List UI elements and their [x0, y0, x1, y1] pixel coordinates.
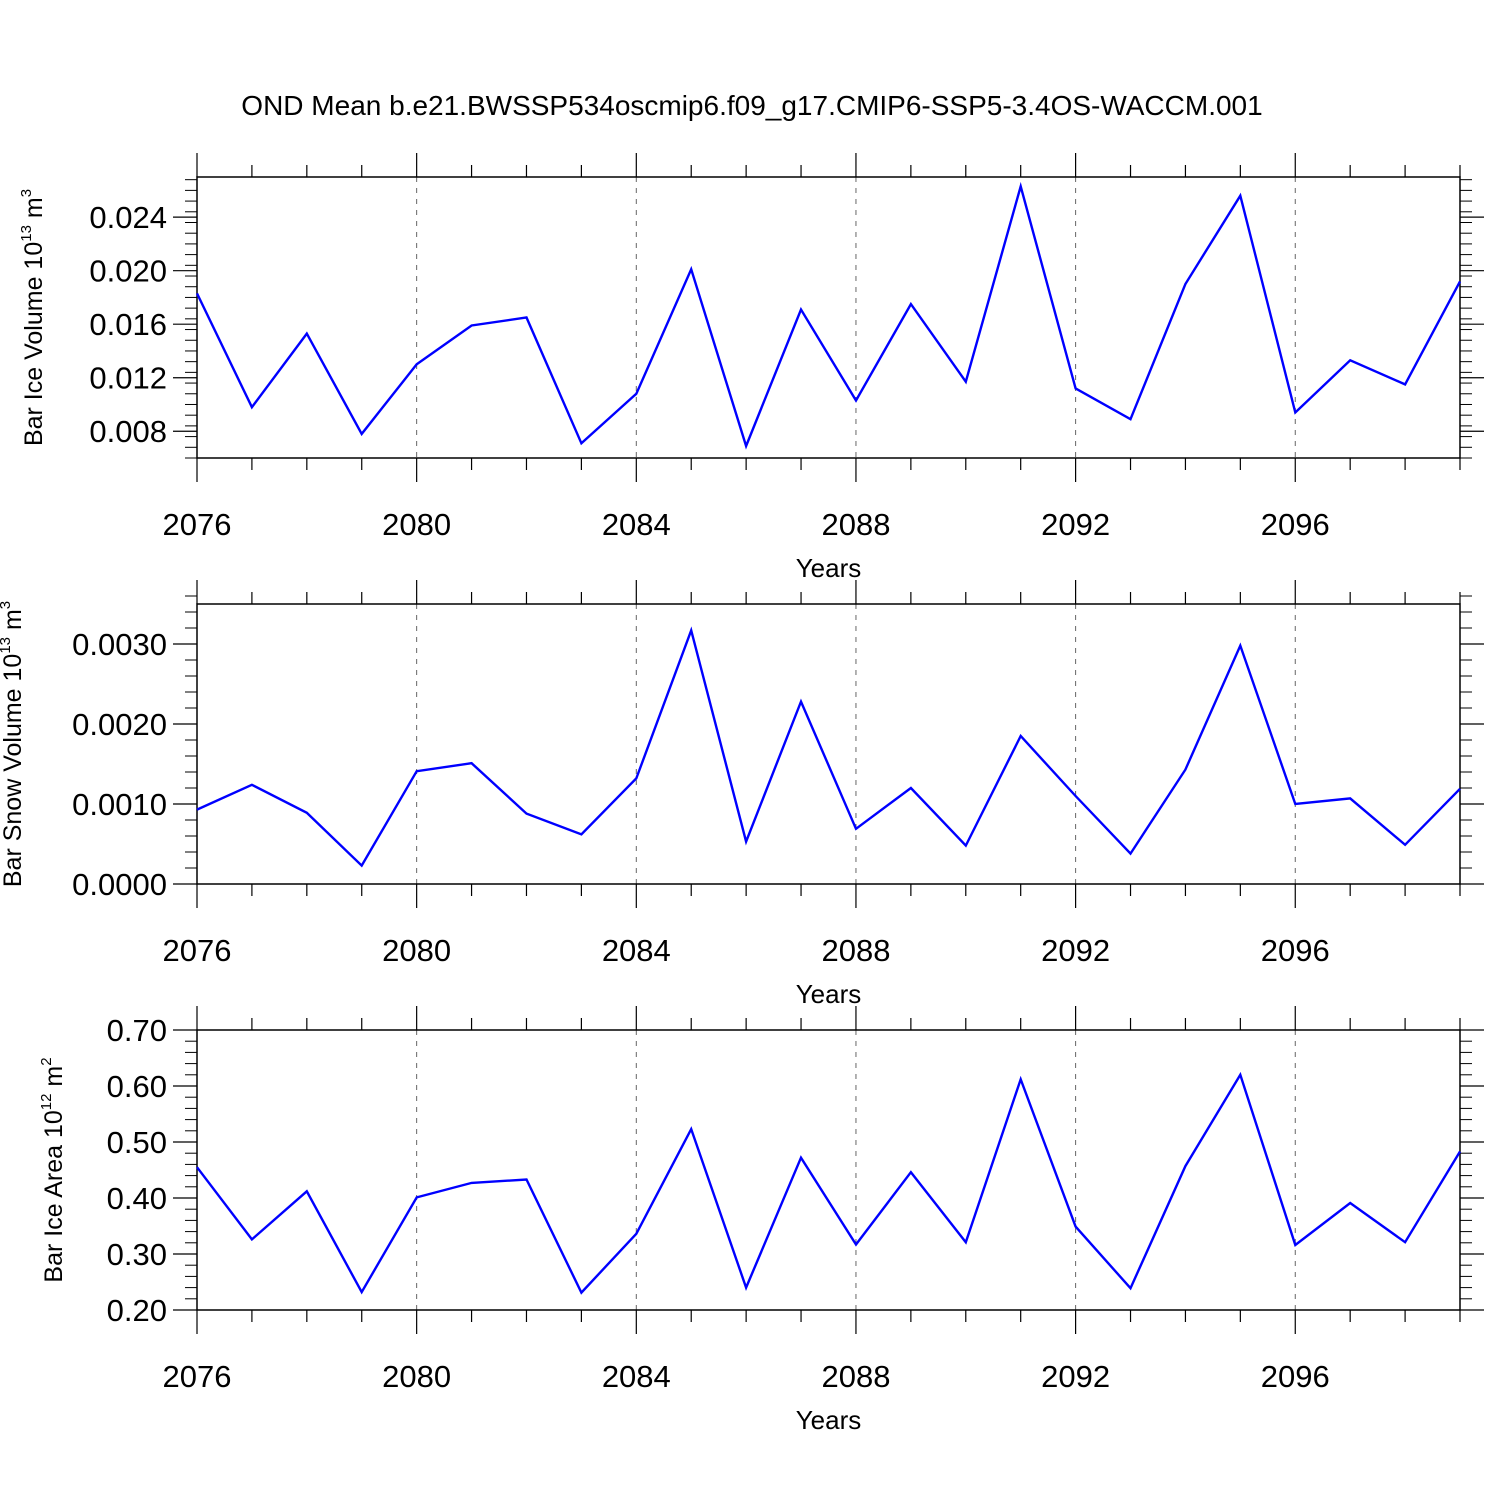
y-tick-label: 0.30 — [107, 1237, 167, 1272]
x-axis-label: Years — [796, 553, 862, 583]
plot-frame — [196, 1029, 1461, 1311]
chart-ice-volume: 0.008 0.012 0.016 0.020 0.024 2076 2080 2084 208… — [18, 153, 1484, 583]
y-tick-label: 0.0000 — [72, 867, 167, 902]
y-label-unit-exponent: 3 — [0, 601, 14, 609]
x-tick-label: 2084 — [602, 507, 671, 542]
y-label-text: Bar Ice Volume 10 — [20, 242, 48, 446]
x-tick-label: 2096 — [1261, 1359, 1330, 1394]
series-line-ice-area — [196, 1071, 1462, 1295]
y-label-text: Bar Snow Volume 10 — [0, 654, 27, 887]
y-tick-label: 0.016 — [89, 307, 167, 342]
y-label-unit: m — [0, 609, 27, 637]
series-line-snow-volume — [196, 626, 1461, 868]
x-tick-label: 2084 — [602, 933, 671, 968]
chart-ice-area: 0.20 0.30 0.40 0.50 0.60 0.70 2076 2080 2084 2088… — [38, 1006, 1484, 1435]
x-tick-label: 2096 — [1261, 507, 1330, 542]
y-tick-label: 0.40 — [107, 1181, 167, 1216]
y-label-exponent: 12 — [38, 1094, 55, 1111]
x-tick-label: 2088 — [821, 507, 890, 542]
y-tick-label: 0.0020 — [72, 707, 167, 742]
x-tick-label: 2092 — [1041, 507, 1110, 542]
plot-frame — [196, 176, 1461, 459]
y-tick-label: 0.020 — [89, 254, 167, 289]
x-tick-label: 2084 — [602, 1359, 671, 1394]
y-tick-label: 0.012 — [89, 361, 167, 396]
x-tick-label: 2088 — [821, 933, 890, 968]
y-label-unit: m — [40, 1066, 68, 1094]
x-tick-label: 2076 — [163, 1359, 232, 1394]
x-tick-label: 2092 — [1041, 933, 1110, 968]
x-tick-label: 2076 — [163, 933, 232, 968]
chart-snow-volume: 0.0000 0.0010 0.0020 0.0030 2076 2080 2084 2088… — [0, 580, 1484, 1009]
x-tick-label: 2080 — [382, 1359, 451, 1394]
chart-panels: 0.008 0.012 0.016 0.020 0.024 2076 2080 2084 208… — [0, 153, 1484, 1435]
x-tick-label: 2088 — [821, 1359, 890, 1394]
series-line-ice-volume — [195, 181, 1462, 450]
y-label-exponent: 13 — [0, 637, 14, 654]
figure-title: OND Mean b.e21.BWSSP534oscmip6.f09_g17.C… — [241, 90, 1262, 121]
y-tick-label: 0.50 — [107, 1125, 167, 1160]
x-tick-label: 2092 — [1041, 1359, 1110, 1394]
y-tick-label: 0.60 — [107, 1069, 167, 1104]
y-axis-label: Bar Ice Area 1012 m2 — [38, 1057, 68, 1282]
y-label-unit-exponent: 3 — [18, 189, 35, 197]
y-tick-label: 0.70 — [107, 1013, 167, 1048]
y-tick-label: 0.0030 — [72, 627, 167, 662]
y-tick-label: 0.0010 — [72, 787, 167, 822]
plot-frame — [196, 603, 1461, 885]
y-tick-label: 0.20 — [107, 1293, 167, 1328]
x-tick-label: 2096 — [1261, 933, 1330, 968]
y-label-text: Bar Ice Area 10 — [40, 1110, 68, 1282]
y-tick-label: 0.008 — [89, 414, 167, 449]
y-label-unit: m — [20, 197, 48, 225]
y-label-exponent: 13 — [18, 225, 35, 242]
x-tick-label: 2080 — [382, 933, 451, 968]
y-axis-label: Bar Snow Volume 1013 m3 — [0, 601, 27, 887]
y-tick-label: 0.024 — [89, 200, 167, 235]
x-axis-label: Years — [796, 1405, 862, 1435]
x-axis-label: Years — [796, 979, 862, 1009]
y-axis-label: Bar Ice Volume 1013 m3 — [18, 189, 48, 446]
x-tick-label: 2080 — [382, 507, 451, 542]
y-label-unit-exponent: 2 — [38, 1057, 55, 1065]
x-tick-label: 2076 — [163, 507, 232, 542]
